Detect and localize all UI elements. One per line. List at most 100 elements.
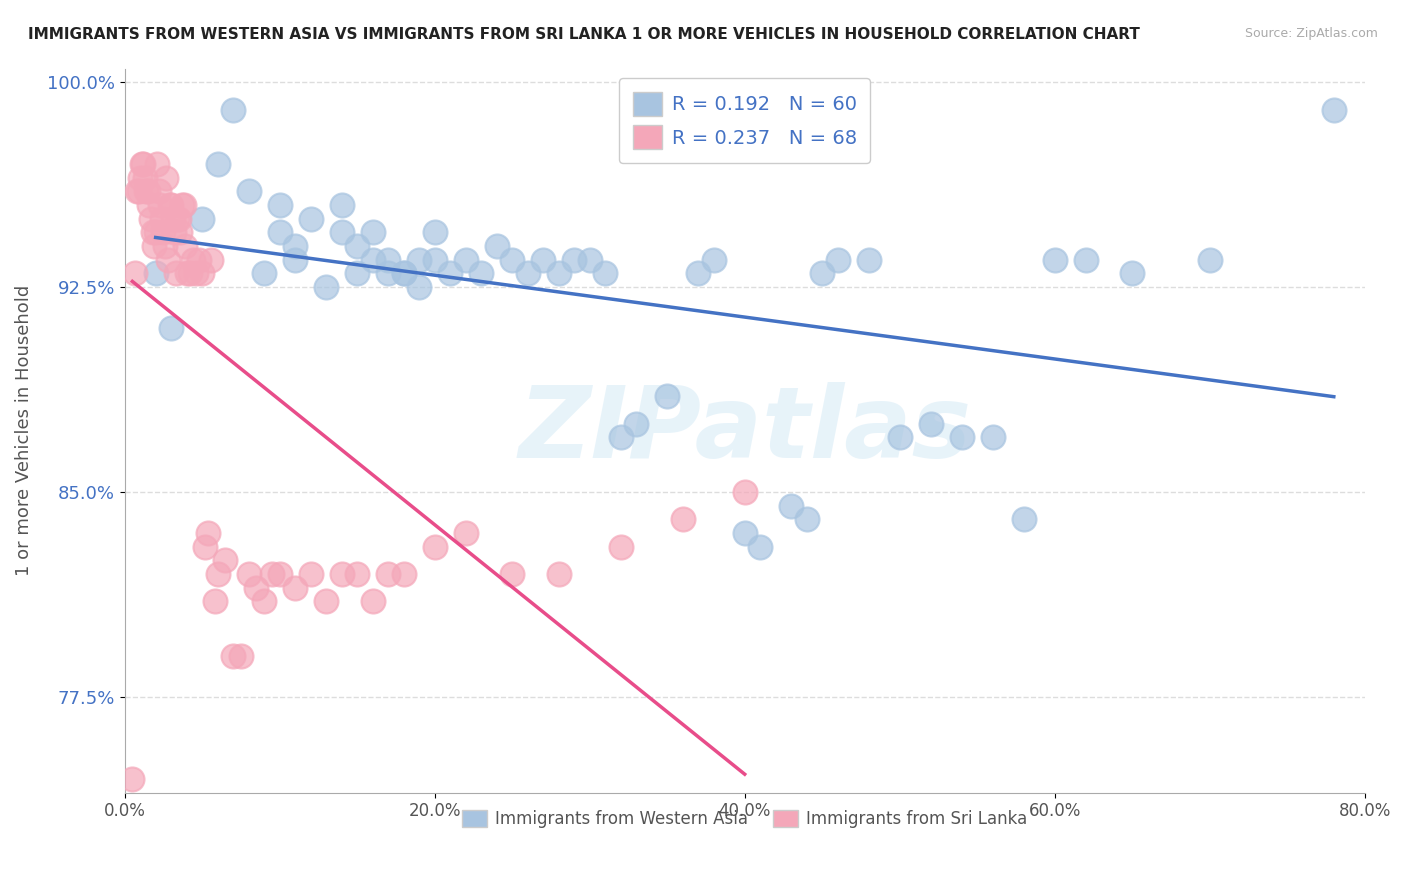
Point bbox=[131, 157, 153, 171]
Point bbox=[361, 252, 384, 267]
Point bbox=[377, 267, 399, 281]
Point bbox=[1198, 252, 1220, 267]
Point bbox=[176, 267, 198, 281]
Point bbox=[148, 185, 170, 199]
Point bbox=[1323, 103, 1346, 117]
Point bbox=[920, 417, 942, 431]
Point bbox=[361, 594, 384, 608]
Point bbox=[188, 252, 211, 267]
Point bbox=[191, 211, 214, 226]
Text: Source: ZipAtlas.com: Source: ZipAtlas.com bbox=[1244, 27, 1378, 40]
Point bbox=[125, 185, 148, 199]
Point bbox=[485, 239, 508, 253]
Point bbox=[145, 267, 167, 281]
Point bbox=[299, 567, 322, 582]
Point bbox=[146, 157, 169, 171]
Point bbox=[132, 157, 155, 171]
Point bbox=[981, 430, 1004, 444]
Point bbox=[124, 267, 146, 281]
Point bbox=[238, 567, 260, 582]
Point bbox=[204, 594, 226, 608]
Point bbox=[143, 239, 166, 253]
Point bbox=[181, 252, 204, 267]
Point bbox=[121, 772, 143, 786]
Point bbox=[269, 567, 291, 582]
Point bbox=[160, 321, 183, 335]
Text: IMMIGRANTS FROM WESTERN ASIA VS IMMIGRANTS FROM SRI LANKA 1 OR MORE VEHICLES IN : IMMIGRANTS FROM WESTERN ASIA VS IMMIGRAN… bbox=[28, 27, 1140, 42]
Point bbox=[191, 267, 214, 281]
Point bbox=[163, 226, 186, 240]
Point bbox=[152, 226, 174, 240]
Point bbox=[173, 198, 195, 212]
Point bbox=[150, 211, 173, 226]
Point bbox=[672, 512, 695, 526]
Point bbox=[657, 389, 679, 403]
Point bbox=[688, 267, 710, 281]
Point bbox=[749, 540, 772, 554]
Point bbox=[609, 430, 631, 444]
Point bbox=[162, 211, 184, 226]
Point bbox=[222, 648, 245, 663]
Point bbox=[578, 252, 600, 267]
Point bbox=[346, 567, 368, 582]
Point bbox=[454, 252, 477, 267]
Point bbox=[734, 485, 756, 500]
Point bbox=[827, 252, 849, 267]
Point bbox=[1121, 267, 1143, 281]
Point bbox=[284, 581, 307, 595]
Point bbox=[377, 567, 399, 582]
Point bbox=[260, 567, 283, 582]
Point bbox=[139, 211, 162, 226]
Point bbox=[624, 417, 647, 431]
Point bbox=[470, 267, 492, 281]
Point bbox=[229, 648, 252, 663]
Point bbox=[149, 198, 172, 212]
Point bbox=[299, 211, 322, 226]
Point bbox=[609, 540, 631, 554]
Point bbox=[562, 252, 585, 267]
Point bbox=[222, 103, 245, 117]
Point bbox=[734, 526, 756, 541]
Point bbox=[170, 198, 193, 212]
Point bbox=[1012, 512, 1035, 526]
Point bbox=[169, 226, 191, 240]
Point bbox=[1043, 252, 1066, 267]
Point bbox=[346, 267, 368, 281]
Point bbox=[315, 594, 337, 608]
Point bbox=[200, 252, 222, 267]
Point bbox=[547, 267, 569, 281]
Point bbox=[269, 198, 291, 212]
Point bbox=[197, 526, 219, 541]
Point bbox=[330, 567, 353, 582]
Point bbox=[889, 430, 911, 444]
Point bbox=[408, 280, 430, 294]
Point bbox=[858, 252, 880, 267]
Point bbox=[547, 567, 569, 582]
Point bbox=[145, 226, 167, 240]
Point bbox=[392, 267, 415, 281]
Point bbox=[166, 211, 188, 226]
Point bbox=[796, 512, 818, 526]
Point bbox=[238, 185, 260, 199]
Point bbox=[269, 226, 291, 240]
Point bbox=[593, 267, 616, 281]
Point bbox=[315, 280, 337, 294]
Point bbox=[439, 267, 461, 281]
Point bbox=[346, 239, 368, 253]
Point bbox=[811, 267, 834, 281]
Point bbox=[153, 239, 176, 253]
Point bbox=[516, 267, 538, 281]
Point bbox=[184, 267, 207, 281]
Point bbox=[179, 267, 201, 281]
Point bbox=[141, 226, 163, 240]
Point bbox=[174, 239, 197, 253]
Point bbox=[135, 185, 157, 199]
Point bbox=[214, 553, 236, 567]
Point bbox=[361, 226, 384, 240]
Legend: Immigrants from Western Asia, Immigrants from Sri Lanka: Immigrants from Western Asia, Immigrants… bbox=[456, 804, 1035, 835]
Point bbox=[207, 567, 229, 582]
Point bbox=[207, 157, 229, 171]
Text: ZIPatlas: ZIPatlas bbox=[519, 382, 972, 479]
Point bbox=[136, 185, 159, 199]
Point bbox=[245, 581, 267, 595]
